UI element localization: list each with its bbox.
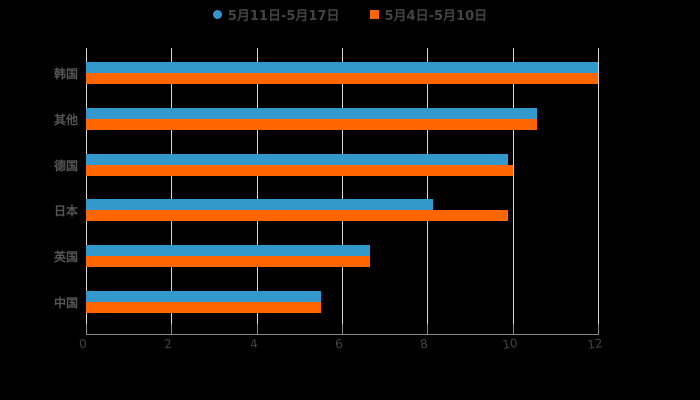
x-tick-label: 2 — [163, 336, 174, 352]
x-tick — [171, 324, 173, 335]
x-tick — [427, 324, 429, 335]
bar[interactable] — [86, 73, 598, 84]
gridline — [256, 48, 258, 328]
bar[interactable] — [86, 256, 371, 268]
y-category-label: 日本 — [53, 204, 78, 219]
bar[interactable] — [86, 118, 537, 130]
bar[interactable] — [86, 164, 513, 176]
x-tick — [342, 324, 343, 335]
x-tick-label: 12 — [586, 336, 604, 352]
x-tick — [86, 324, 87, 335]
x-tick-label: 4 — [248, 336, 259, 352]
bar[interactable] — [86, 62, 598, 73]
y-category-label: 德国 — [53, 158, 78, 173]
circle-marker-icon — [212, 9, 222, 19]
x-tick-label: 0 — [78, 336, 88, 352]
bar[interactable] — [86, 199, 433, 211]
legend-item-series-2[interactable]: 5月4日-5月10日 — [369, 4, 488, 24]
chart-legend: 5月11日-5月17日 5月4日-5月10日 — [0, 4, 700, 24]
y-category-label: 其他 — [53, 112, 78, 127]
y-axis-line — [86, 48, 87, 328]
y-category-label: 韩国 — [53, 67, 78, 81]
gridline — [512, 48, 514, 328]
gridline — [427, 48, 429, 328]
gridline — [598, 48, 599, 328]
y-category-label: 英国 — [53, 250, 78, 265]
bar[interactable] — [86, 107, 537, 119]
x-tick — [512, 324, 514, 335]
gridline — [342, 48, 343, 328]
x-tick-label: 6 — [334, 336, 344, 352]
legend-label: 5月4日-5月10日 — [384, 8, 488, 24]
bar[interactable] — [86, 291, 321, 302]
square-marker-icon — [369, 9, 379, 19]
bar[interactable] — [86, 302, 321, 313]
x-tick-label: 10 — [501, 336, 519, 352]
x-tick — [598, 324, 599, 335]
gridline — [171, 48, 173, 328]
bar[interactable] — [86, 153, 508, 165]
bar[interactable] — [86, 245, 371, 257]
legend-item-series-1[interactable]: 5月11日-5月17日 — [212, 4, 340, 24]
legend-label: 5月11日-5月17日 — [227, 8, 340, 24]
bar[interactable] — [86, 210, 508, 222]
x-tick — [256, 324, 258, 335]
y-category-label: 中国 — [53, 296, 78, 310]
x-tick-label: 8 — [419, 336, 430, 352]
